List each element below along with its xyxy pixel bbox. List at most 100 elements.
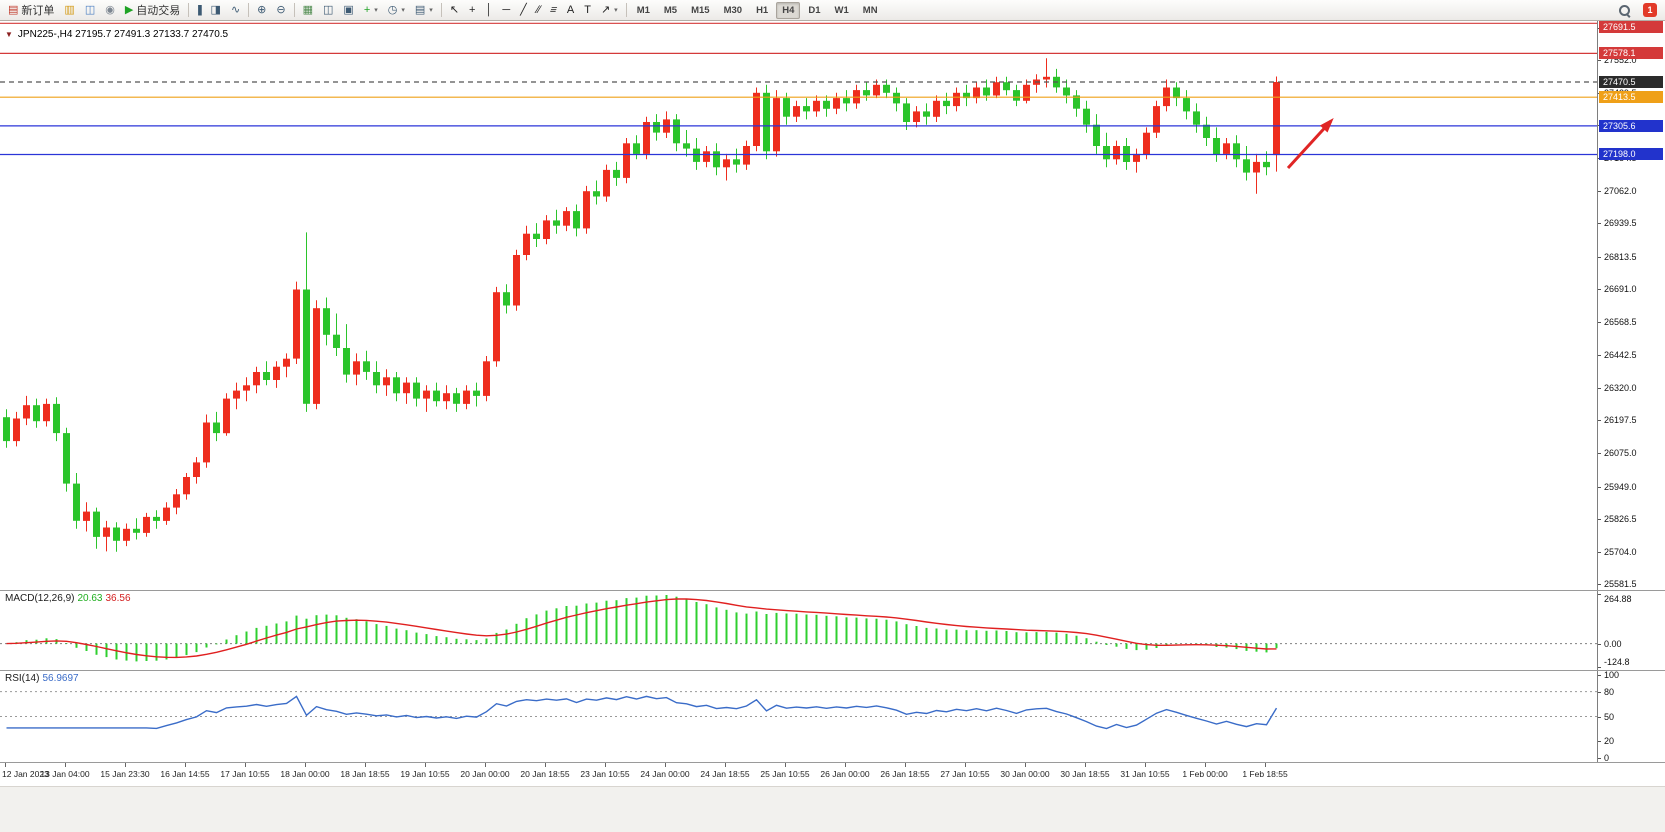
- template-icon[interactable]: ▤ ▾: [411, 2, 437, 19]
- add-indicator-icon[interactable]: + ▾: [360, 2, 382, 19]
- text-label-icon[interactable]: T: [580, 2, 595, 19]
- axis-label: 25826.5: [1604, 514, 1637, 525]
- timeframe-MN[interactable]: MN: [862, 4, 878, 16]
- auto-trading-icon: ▶: [124, 3, 134, 16]
- time-label: 18 Jan 00:00: [280, 769, 330, 779]
- rsi-panel[interactable]: [0, 671, 1597, 762]
- channel-icon: ∕∕: [536, 3, 541, 16]
- one-click-trading-toggle[interactable]: ▼: [5, 30, 13, 39]
- time-label: 30 Jan 00:00: [1000, 769, 1050, 779]
- time-label: 13 Jan 04:00: [40, 769, 90, 779]
- auto-trading-button[interactable]: ▶ 自动交易: [121, 2, 184, 19]
- timeframe-H4[interactable]: H4: [776, 1, 801, 19]
- profiles-icon: ◫: [84, 3, 96, 16]
- axis-label: 0.00: [1604, 638, 1622, 649]
- time-label: 1 Feb 18:55: [1242, 769, 1288, 779]
- search-button[interactable]: [1614, 2, 1635, 19]
- toolbar-right-group: 1: [1613, 2, 1662, 19]
- timeframe-M15[interactable]: M15: [691, 4, 710, 16]
- axis-label: 50: [1604, 711, 1615, 722]
- time-label: 20 Jan 18:55: [520, 769, 570, 779]
- panel-separator: [0, 670, 1665, 671]
- axis-label: 26939.5: [1604, 218, 1637, 229]
- time-label: 24 Jan 18:55: [700, 769, 750, 779]
- fibonacci-icon: ≡: [548, 3, 560, 16]
- line-chart-icon: ∿: [230, 3, 241, 16]
- candlestick-series: [3, 58, 1280, 552]
- axis-label: 100: [1604, 670, 1620, 680]
- data-window-icon[interactable]: ◉: [101, 2, 119, 19]
- crosshair-icon[interactable]: +: [465, 2, 479, 19]
- time-label: 19 Jan 10:55: [400, 769, 450, 779]
- bottom-spacer: [0, 786, 1665, 832]
- tile-windows-icon[interactable]: ◫: [319, 2, 337, 19]
- profiles-icon[interactable]: ◫: [81, 2, 99, 19]
- vertical-line-icon[interactable]: │: [481, 2, 496, 19]
- time-axis[interactable]: 12 Jan 2023 13 Jan 04:00 15 Jan 23:30 16 Ja…: [0, 763, 1665, 786]
- period-selector-icon[interactable]: ◷ ▾: [384, 2, 409, 19]
- rsi-label: RSI(14) 56.9697: [5, 673, 82, 684]
- candlestick-chart-icon[interactable]: ◨: [207, 2, 225, 19]
- auto-trading-button-label: 自动交易: [136, 5, 181, 17]
- channel-icon[interactable]: ∕∕: [533, 2, 545, 19]
- period-selector-icon: ◷: [387, 3, 398, 16]
- new-order-icon: ▤: [8, 3, 19, 16]
- time-label: 23 Jan 10:55: [580, 769, 630, 779]
- zoom-in-icon[interactable]: ⊕: [253, 2, 270, 19]
- bar-chart-icon[interactable]: |||: [193, 2, 204, 19]
- arrows-icon[interactable]: ↗ ▾: [597, 2, 622, 19]
- axis-label: 25704.0: [1604, 546, 1637, 557]
- time-label: 15 Jan 23:30: [100, 769, 150, 779]
- charts-window-icon[interactable]: ▥: [60, 2, 78, 19]
- timeframe-M1[interactable]: M1: [636, 4, 650, 16]
- fibonacci-icon[interactable]: ≡: [546, 2, 560, 19]
- main-price-chart[interactable]: [0, 21, 1597, 590]
- timeframe-H1[interactable]: H1: [756, 4, 769, 16]
- zoom-in-icon: ⊕: [257, 3, 267, 16]
- text-icon[interactable]: A: [563, 2, 578, 19]
- zoom-out-icon: ⊖: [276, 3, 286, 16]
- axis-label: 264.88: [1604, 594, 1632, 604]
- timeframe-D1[interactable]: D1: [808, 4, 821, 16]
- panel-separator: [0, 590, 1665, 591]
- macd-panel[interactable]: [0, 591, 1597, 670]
- cascade-windows-icon: ▣: [343, 3, 354, 16]
- timeframe-M5[interactable]: M5: [663, 4, 678, 16]
- toolbar: ▤ 新订单 ▥ ◫ ◉ ▶ 自动交易 ||| ◨ ∿ ⊕ ⊖ ▦ ◫ ▣ + ▾ ◷ ▾ ▤ ▾ ↖ + │ ─ ╱ ∕∕ ≡ A T ↗ ▾…: [0, 0, 1665, 21]
- axis-label: 80: [1604, 686, 1615, 697]
- rsi-value: 56.9697: [42, 673, 79, 684]
- macd-main-value: 20.63: [77, 593, 103, 604]
- notification-badge[interactable]: 1: [1643, 3, 1657, 17]
- trendline-icon: ╱: [520, 3, 527, 16]
- time-label: 12 Jan 2023: [2, 769, 49, 779]
- price-axis[interactable]: 27674.527552.027429.527307.027184.527062…: [1597, 21, 1665, 763]
- time-label: 24 Jan 00:00: [640, 769, 690, 779]
- time-label: 20 Jan 00:00: [460, 769, 510, 779]
- trendline-icon[interactable]: ╱: [516, 2, 531, 19]
- bar-chart-icon: |||: [197, 3, 202, 16]
- grid-icon[interactable]: ▦: [299, 2, 317, 19]
- horizontal-line-icon[interactable]: ─: [498, 2, 514, 19]
- price-badge: 27305.6: [1599, 120, 1663, 132]
- time-label: 17 Jan 10:55: [220, 769, 270, 779]
- new-order-button[interactable]: ▤ 新订单: [4, 2, 58, 19]
- crosshair-icon: +: [469, 3, 476, 16]
- text-icon: A: [566, 3, 575, 16]
- timeframe-M30[interactable]: M30: [723, 4, 743, 16]
- line-chart-icon[interactable]: ∿: [227, 2, 244, 19]
- rsi-name: RSI(14): [5, 673, 40, 684]
- axis-label: 26442.5: [1604, 350, 1637, 361]
- axis-label: 26197.5: [1604, 415, 1637, 426]
- macd-signal-line: [6, 598, 1277, 659]
- cursor-icon[interactable]: ↖: [446, 2, 463, 19]
- zoom-out-icon[interactable]: ⊖: [272, 2, 289, 19]
- cascade-windows-icon[interactable]: ▣: [339, 2, 357, 19]
- axis-label: 26075.0: [1604, 448, 1637, 459]
- toolbar-separator: [293, 3, 295, 17]
- timeframe-W1[interactable]: W1: [834, 4, 849, 16]
- time-label: 26 Jan 00:00: [820, 769, 870, 779]
- chart-window[interactable]: ▼ JPN225-,H4 27195.7 27491.3 27133.7 274…: [0, 21, 1665, 832]
- vertical-line-icon: │: [485, 3, 493, 16]
- toolbar-separator: [440, 3, 442, 17]
- axis-label: 26320.0: [1604, 382, 1637, 393]
